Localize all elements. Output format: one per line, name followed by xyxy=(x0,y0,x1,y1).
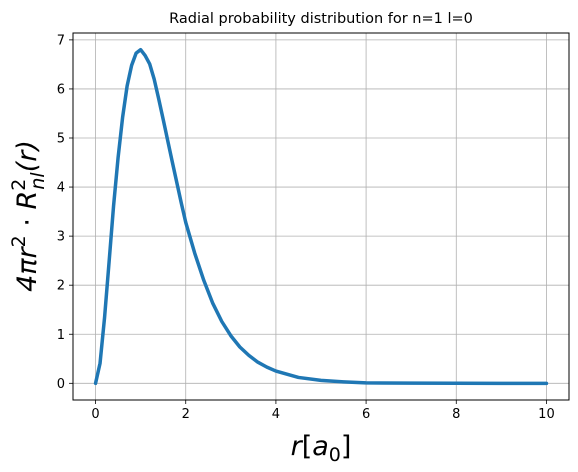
x-label-sub: 0 xyxy=(329,444,341,466)
x-tick-label: 8 xyxy=(452,407,460,422)
ticks: 0 2 4 6 8 10 0 1 2 3 4 5 6 7 xyxy=(57,33,555,422)
x-tick-label: 2 xyxy=(182,407,190,422)
y-tick-label: 7 xyxy=(57,33,65,48)
y-label-sup2: 2 xyxy=(8,235,30,247)
y-label-sup-r2: 2 xyxy=(8,179,30,191)
y-tick-label: 5 xyxy=(57,131,65,146)
plot-frame xyxy=(72,32,570,401)
y-tick-label: 0 xyxy=(57,377,65,392)
x-tick-label: 10 xyxy=(538,407,555,422)
x-tick-label: 0 xyxy=(91,407,99,422)
y-label-four-pi: 4π xyxy=(12,258,43,292)
y-axis-label: 4πr2 · R2nl(r) xyxy=(8,140,49,292)
y-label-R: R xyxy=(12,191,43,210)
y-tick-label: 1 xyxy=(57,328,65,343)
x-label-open: [ xyxy=(302,431,313,462)
x-label-a: a xyxy=(312,431,329,462)
y-label-dot: · xyxy=(12,209,43,235)
x-axis-label: r[a0] xyxy=(291,431,352,466)
chart-title: Radial probability distribution for n=1 … xyxy=(169,11,473,27)
y-label-r: r xyxy=(12,245,43,258)
x-label-close: ] xyxy=(341,431,352,462)
y-tick-label: 4 xyxy=(57,181,65,196)
y-tick-label: 2 xyxy=(57,279,65,294)
x-tick-label: 6 xyxy=(362,407,370,422)
x-label-r: r xyxy=(291,431,304,462)
grid xyxy=(73,33,569,400)
x-tick-label: 4 xyxy=(272,407,280,422)
y-tick-label: 3 xyxy=(57,230,65,245)
y-label-arg: (r) xyxy=(12,140,43,172)
y-tick-label: 6 xyxy=(57,82,65,97)
y-label-sub-nl: nl xyxy=(27,172,49,190)
series-line xyxy=(93,47,549,386)
